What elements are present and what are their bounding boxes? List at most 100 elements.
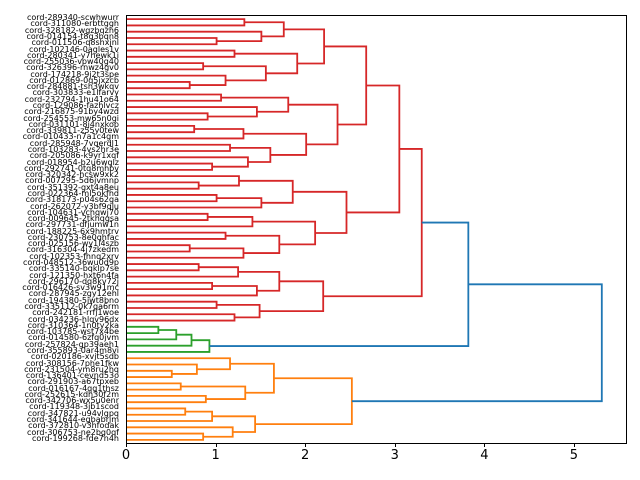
dendrogram-link [127, 143, 231, 152]
dendrogram-link [127, 212, 209, 221]
dendrogram-link [127, 285, 258, 297]
dendrogram-link [283, 28, 325, 65]
dendrogram-link [127, 181, 200, 190]
leaf-label: cord-022364-ml5okfhd [27, 188, 119, 198]
dendrogram-link [324, 45, 368, 126]
leaf-label: cord-347821-u94vlgpq [27, 408, 119, 418]
dendrogram-link [127, 81, 191, 90]
dendrogram-link [127, 124, 196, 134]
leaf-label: cord-102353-fhnq2xrv [29, 251, 119, 261]
dendrogram-link [127, 175, 240, 187]
x-tick-label: 1 [211, 448, 220, 463]
leaf-label: cord-242181-rrfj1woe [32, 308, 119, 318]
dendrogram-link [127, 329, 178, 341]
leaf-label: cord-310364-1n0ty2ka [27, 320, 119, 330]
leaf-label: cord-034236-hlqv96dx [28, 314, 119, 324]
leaf-label: cord-119348-3jb1scod [29, 402, 119, 412]
dendrogram-link [127, 216, 254, 228]
dendrogram-link [127, 395, 207, 404]
dendrogram-link [127, 363, 198, 375]
dendrogram-link [127, 325, 160, 335]
leaf-label: cord-025156-wy1l4szb [28, 239, 119, 249]
dendrogram-link [127, 266, 239, 278]
dendrogram-link [292, 190, 348, 234]
dendrogram-link [244, 21, 285, 38]
leaf-label: cord-311080-erbttggh [30, 19, 119, 29]
leaf-label: cord-031101-8j4nxkop [28, 119, 119, 129]
dendrogram-link [127, 410, 214, 422]
dendrogram-link [127, 231, 227, 240]
dendrogram-link [238, 179, 294, 204]
dendrogram-link [127, 313, 236, 322]
leaf-label: cord-351392-gxt4a8eu [27, 182, 119, 192]
leaf-label: cord-009645-2tkhqgsa [28, 214, 119, 224]
dendrogram-link [127, 432, 205, 441]
leaf-label: cord-014580-6zfq0jvm [28, 333, 119, 343]
dendrogram-link [127, 62, 205, 71]
leaf-label: cord-291903-a67tpxeb [27, 377, 119, 387]
dendrogram-link [127, 194, 218, 203]
leaf-label: cord-318173-p04s62ga [25, 195, 119, 205]
dendrogram-link [127, 244, 191, 253]
dendrogram-links [127, 18, 603, 441]
leaf-label: cord-335112-0k7qa6rm [24, 301, 119, 311]
leaf-label: cord-285948-7vqerdl1 [29, 138, 119, 148]
dendrogram-link [209, 221, 470, 347]
dendrogram-link [180, 385, 247, 400]
leaf-label: cord-121350-hxt6n4fa [29, 270, 119, 280]
leaf-label: cord-328182-wgzbqzh6 [24, 25, 119, 35]
leaf-label: cord-326396-rnwz4gv0 [26, 63, 119, 73]
dendrogram-link [127, 37, 218, 46]
leaf-label: cord-355893-0ar4m8vi [26, 345, 119, 355]
dendrogram-link [230, 362, 275, 394]
leaf-label: cord-335140-bqklp7se [28, 264, 119, 274]
leaf-label: cord-048512-36wu0d9p [23, 258, 119, 268]
dendrogram-link [127, 426, 234, 438]
leaf-label: cord-232794-1hu41o64 [24, 94, 119, 104]
leaf-label: cord-306753-ne2bg0qf [26, 427, 119, 437]
leaf-label: cord-102146-0agles1v [28, 44, 119, 54]
leaf-label: cord-216875-91by4wzd [24, 107, 119, 117]
x-tick-label: 3 [390, 448, 399, 463]
leaf-label: cord-194380-5jwt8bno [28, 295, 119, 305]
leaf-label: cord-012869-0q5jxzcb [29, 75, 119, 85]
leaf-label: cord-016426-sv3w91mc [22, 283, 119, 293]
x-tick-label: 0 [121, 448, 131, 463]
leaf-label: cord-104631-vchqwj70 [27, 207, 119, 217]
dendrogram-link [127, 74, 227, 86]
leaf-label: cord-199268-fde7n4h [32, 433, 119, 443]
leaf-label: cord-129086-fazhlvcz [32, 101, 119, 111]
dendrogram-link [127, 162, 214, 171]
dendrogram-link [127, 197, 263, 209]
dendrogram-link [259, 280, 325, 313]
leaf-label: cord-103785-wst7x4be [26, 327, 119, 337]
dendrogram-link [127, 112, 209, 121]
leaf-label: cord-287945-zgy12ehl [28, 289, 119, 299]
leaf-label: cord-231504-ym8ru2hq [24, 364, 119, 374]
leaf-label: cord-011506-q8shxjnl [31, 38, 120, 48]
dendrogram-link [127, 49, 236, 58]
dendrogram-link [243, 132, 308, 156]
leaf-label: cord-342706-wx5u0enr [25, 396, 119, 406]
leaf-label: cord-257824-gp39aeh1 [24, 339, 119, 349]
leaf-label: cord-339811-z55y0tew [26, 126, 119, 136]
leaf-label: cord-007295-5d6jvmnp [25, 176, 119, 186]
leaf-label: cord-174218-9j2t3spe [30, 69, 119, 79]
leaf-label: cord-205086-k9yr1xqf [29, 151, 119, 161]
leaf-label: cord-188225-6x9hmtrv [26, 226, 119, 236]
leaf-labels: cord-289340-scwhwurr cord-311080-erbttggh… [0, 0, 121, 480]
leaf-label: cord-372810-v3hfodak [28, 421, 119, 431]
leaf-label: cord-255036-vpw40g40 [23, 57, 119, 67]
leaf-label: cord-010433-n7a1c4gm [22, 132, 119, 142]
dendrogram-link [127, 128, 245, 140]
dendrogram-link [127, 30, 263, 43]
leaf-label: cord-296170-dq8kv72j [28, 276, 119, 286]
leaf-label: cord-014154-t8g3bqn8 [26, 31, 119, 41]
leaf-label: cord-020186-xvjt5sdb [30, 352, 119, 362]
dendrogram-link [230, 146, 272, 163]
dendrogram-link [127, 18, 246, 27]
dendrogram-link [351, 283, 603, 403]
leaf-label: cord-292741-0tq8mhbv [24, 163, 119, 173]
dendrogram-link [127, 407, 187, 416]
dendrogram-link [127, 106, 258, 118]
